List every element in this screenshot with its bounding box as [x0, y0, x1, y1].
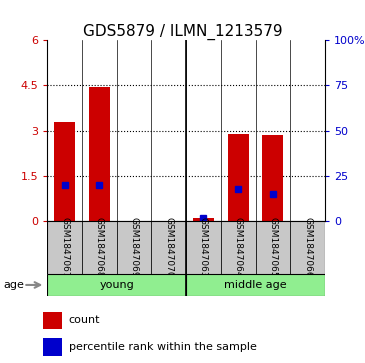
Text: age: age — [4, 280, 24, 290]
Text: GDS5879 / ILMN_1213579: GDS5879 / ILMN_1213579 — [83, 24, 282, 40]
Bar — [186, 274, 325, 296]
Text: percentile rank within the sample: percentile rank within the sample — [69, 342, 257, 352]
Bar — [43, 312, 62, 329]
Text: young: young — [99, 280, 134, 290]
Bar — [290, 221, 325, 274]
Bar — [221, 221, 255, 274]
Bar — [262, 135, 283, 221]
Text: middle age: middle age — [224, 280, 287, 290]
Text: count: count — [69, 315, 100, 325]
Text: GSM1847066: GSM1847066 — [303, 217, 312, 278]
Bar — [151, 221, 186, 274]
Bar — [255, 221, 290, 274]
Bar — [117, 221, 151, 274]
Bar — [193, 219, 214, 221]
Bar — [89, 87, 110, 221]
Bar — [228, 134, 249, 221]
Bar — [47, 274, 186, 296]
Text: GSM1847070: GSM1847070 — [164, 217, 173, 278]
Bar — [54, 122, 75, 221]
Bar — [47, 221, 82, 274]
Text: GSM1847069: GSM1847069 — [130, 217, 139, 278]
Text: GSM1847063: GSM1847063 — [199, 217, 208, 278]
Text: GSM1847065: GSM1847065 — [268, 217, 277, 278]
Text: GSM1847067: GSM1847067 — [60, 217, 69, 278]
Text: GSM1847064: GSM1847064 — [234, 217, 243, 278]
Bar — [43, 338, 62, 356]
Text: GSM1847068: GSM1847068 — [95, 217, 104, 278]
Bar — [82, 221, 117, 274]
Bar — [186, 221, 221, 274]
